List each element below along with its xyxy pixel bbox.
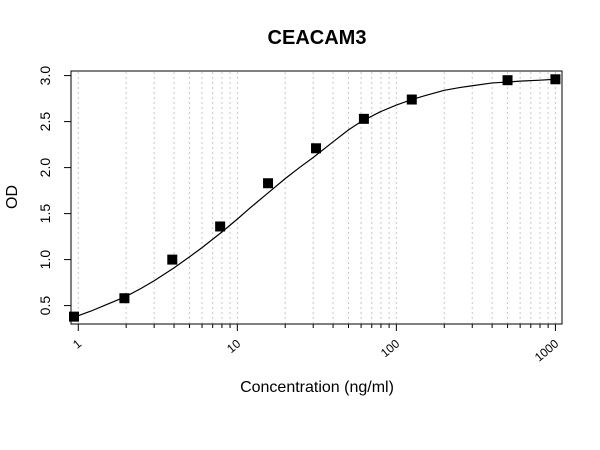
fit-curve xyxy=(70,78,556,320)
data-point xyxy=(406,94,417,105)
x-tick-label: 1000 xyxy=(532,336,562,364)
y-tick-label: 2.0 xyxy=(37,158,53,178)
data-point xyxy=(311,143,322,154)
y-tick-label: 3.0 xyxy=(37,66,53,86)
data-point xyxy=(69,311,80,322)
y-tick-label: 1.0 xyxy=(37,250,53,270)
data-point xyxy=(502,75,513,86)
grid xyxy=(77,72,556,323)
y-tick-label: 0.5 xyxy=(37,296,53,316)
x-tick-label: 100 xyxy=(378,336,403,360)
data-point xyxy=(119,293,130,304)
y-tick-label: 1.5 xyxy=(37,204,53,224)
x-axis: 1 10 100 1000 xyxy=(70,324,562,364)
chart-title: CEACAM3 xyxy=(268,27,367,49)
data-point xyxy=(167,254,178,265)
data-point xyxy=(550,74,561,85)
data-point xyxy=(358,113,369,124)
plot-frame xyxy=(70,70,563,325)
x-tick-label: 10 xyxy=(224,336,243,356)
y-axis-label: OD xyxy=(4,185,21,209)
fit-curve-line xyxy=(70,78,556,320)
data-point xyxy=(263,178,274,189)
x-axis-label: Concentration (ng/ml) xyxy=(240,379,394,396)
y-axis: 0.5 1.0 1.5 2.0 2.5 3.0 xyxy=(37,66,71,316)
x-tick-label: 1 xyxy=(70,336,84,351)
y-tick-label: 2.5 xyxy=(37,112,53,132)
data-points xyxy=(69,74,561,322)
data-point xyxy=(215,221,226,232)
